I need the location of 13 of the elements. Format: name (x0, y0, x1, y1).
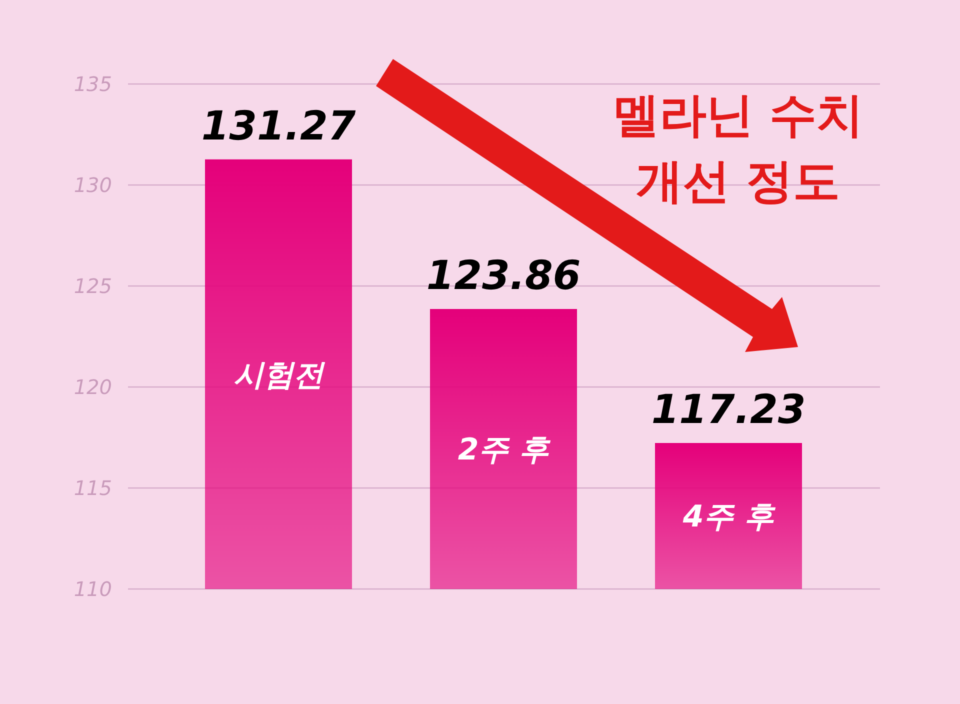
y-tick-label: 125 (74, 274, 112, 298)
x-tick-label: 시험전 (234, 358, 326, 393)
data-label: 117.23 (651, 386, 806, 433)
y-tick-label: 115 (74, 476, 112, 500)
x-tick-label: 4주 후 (682, 500, 776, 535)
y-tick-label: 130 (74, 173, 112, 198)
x-tick-label: 2주 후 (458, 432, 552, 468)
text: 멜라닌 수치 개선 정도 (611, 87, 865, 211)
data-label: 123.86 (426, 253, 581, 300)
y-tick-label: 135 (74, 72, 112, 96)
data-label: 131.27 (201, 103, 356, 150)
y-tick-label: 110 (74, 577, 112, 602)
y-tick-label: 120 (74, 375, 112, 400)
